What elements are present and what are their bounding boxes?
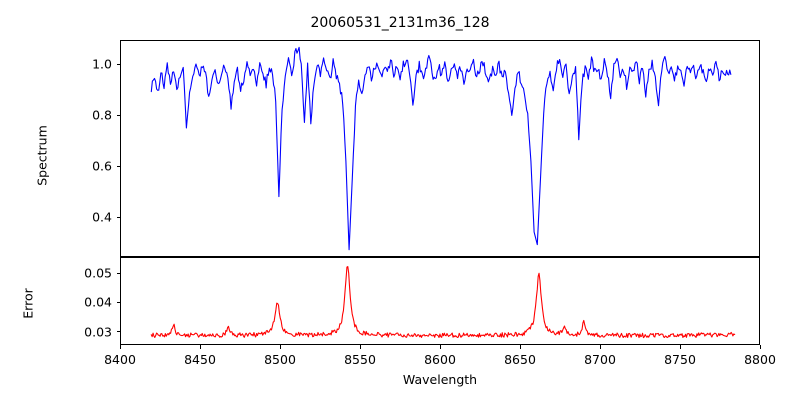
spectrum-y-axis-label: Spectrum (34, 125, 50, 186)
error-y-tick-label: 0.03 (84, 324, 112, 340)
spectrum-y-tickmark (116, 63, 120, 65)
x-tickmark (599, 345, 601, 349)
spectrum-line (150, 46, 732, 251)
spectrum-y-tick-label: 1.0 (92, 56, 112, 72)
x-tick-label: 8550 (344, 352, 376, 367)
x-tick-label: 8800 (744, 352, 776, 367)
error-line (150, 266, 736, 339)
x-tickmark (199, 345, 201, 349)
x-tickmark (759, 345, 761, 349)
spectrum-plot-area (150, 46, 732, 251)
x-tick-label: 8750 (664, 352, 696, 367)
x-axis-label: Wavelength (402, 372, 478, 387)
spectrum-y-tick-label: 0.8 (92, 107, 112, 123)
error-y-axis-label: Error (20, 288, 36, 319)
x-tickmark (439, 345, 441, 349)
spectrum-y-tick-label: 0.4 (92, 209, 112, 225)
x-tick-label: 8600 (424, 352, 456, 367)
error-plot-area (150, 266, 736, 339)
x-tick-label: 8700 (584, 352, 616, 367)
error-y-tickmark (116, 272, 120, 274)
x-tick-label: 8650 (504, 352, 536, 367)
spectrum-y-tickmark (116, 216, 120, 219)
error-y-tickmark (116, 301, 120, 304)
figure-title: 20060531_2131m36_128 (310, 15, 490, 31)
x-tick-label: 8500 (264, 352, 296, 367)
x-tick-label: 8450 (184, 352, 216, 367)
spectrum-y-tickmark (116, 114, 120, 116)
error-panel (120, 257, 760, 345)
x-tickmark (519, 345, 521, 349)
spectrum-panel (120, 40, 760, 257)
error-y-tick-label: 0.04 (84, 294, 112, 310)
x-tickmark (119, 345, 121, 349)
x-tickmark (359, 345, 361, 349)
error-y-tickmark (116, 331, 120, 333)
error-y-tick-label: 0.05 (84, 265, 112, 281)
spectrum-y-tick-label: 0.6 (92, 158, 112, 174)
x-tickmark (679, 345, 681, 349)
spectrum-y-tickmark (116, 165, 120, 167)
x-tickmark (279, 345, 281, 349)
x-tick-label: 8400 (104, 352, 136, 367)
